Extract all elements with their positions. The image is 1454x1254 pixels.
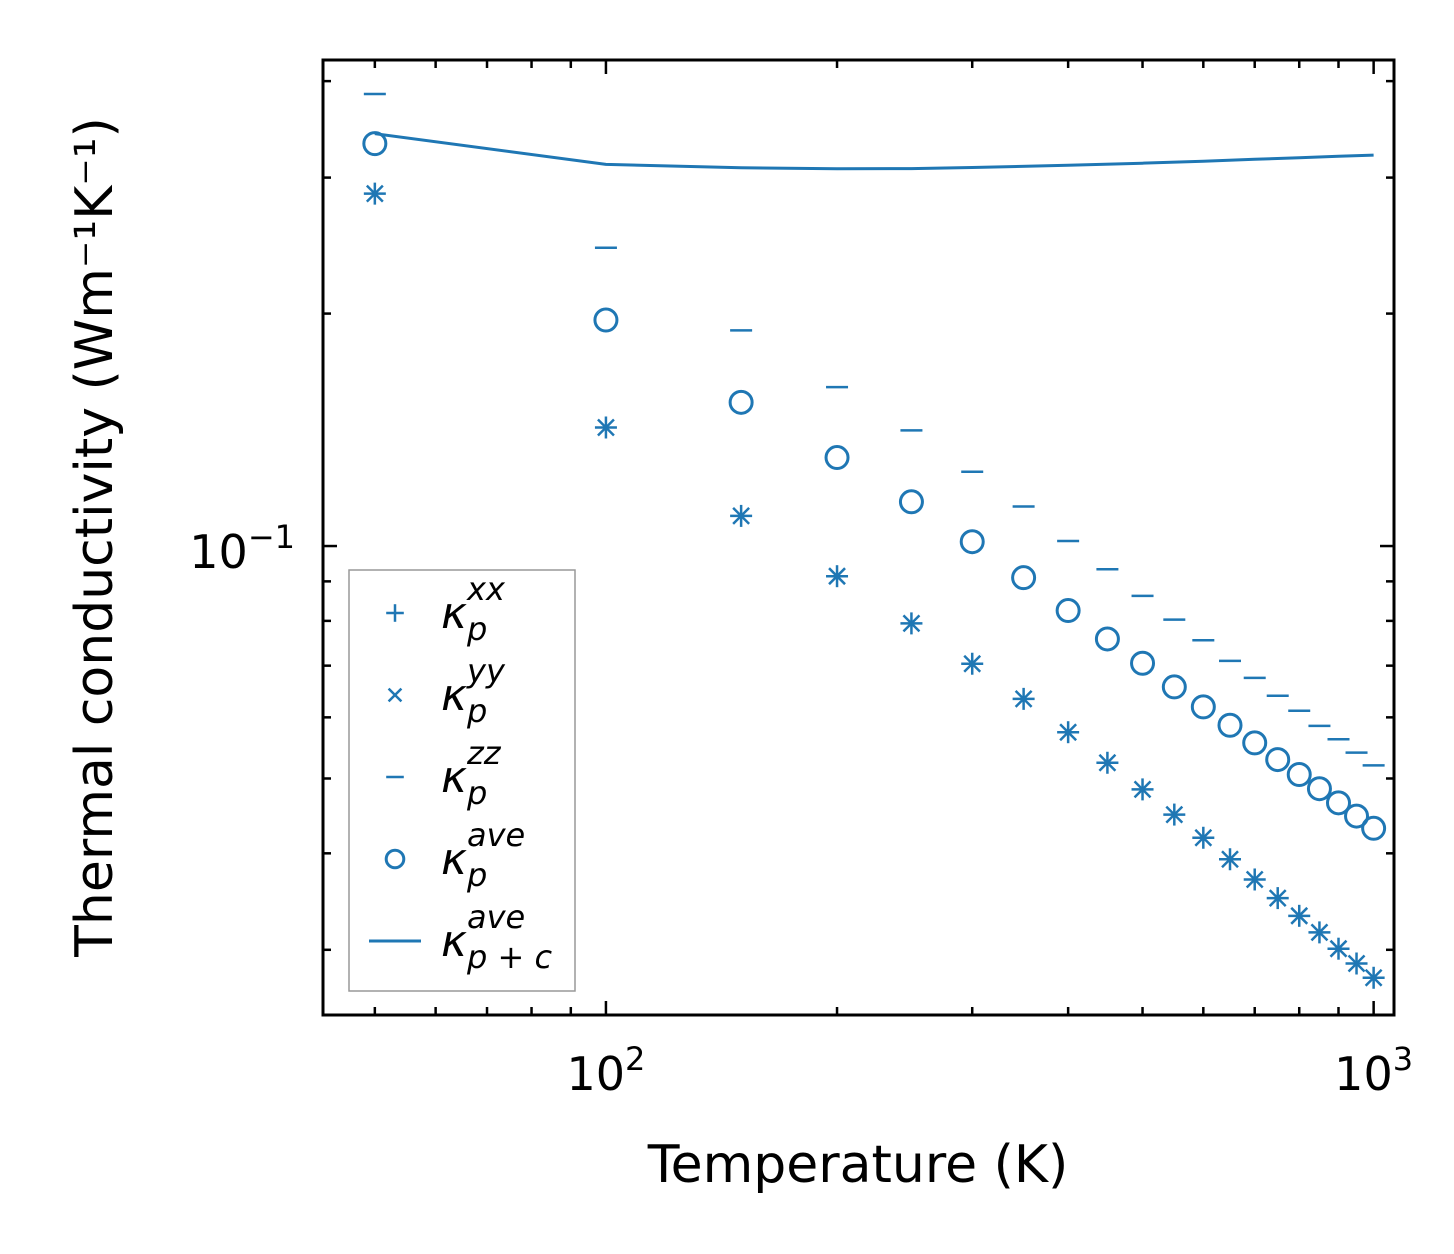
legend-label: κpzz [441,734,502,812]
data-point-kyy [1245,870,1264,889]
data-point-kave [593,307,619,333]
data-point-kyy [828,567,846,586]
data-point-kave [1344,803,1370,829]
plot-area [362,92,1387,989]
x-axis-label: Temperature (K) [647,1135,1069,1195]
data-point-kave [1286,761,1312,787]
legend-box [348,569,576,992]
axes-frame [321,58,1396,1017]
data-point-kave [959,529,985,555]
data-point-kave [1361,815,1387,841]
data-point-kyy [1329,939,1348,958]
data-point-kyy [1165,805,1184,824]
x-tick-label: 102 [566,1040,645,1101]
series-kave [362,131,1387,841]
series-kzz [363,92,1385,767]
data-point-kave [1190,694,1216,720]
data-point-kave [1242,730,1268,756]
legend-label: κp + cave [441,898,552,976]
data-point-kave [1326,790,1352,816]
y-axis-label: Thermal conductivity (Wm⁻¹K⁻¹) [65,117,125,958]
data-point-kyy [1133,780,1152,799]
data-point-kave [1306,776,1332,802]
data-point-kave [1130,650,1156,676]
data-point-kyy [597,418,615,437]
data-point-kave [1011,565,1037,591]
data-point-kyy [1310,923,1329,942]
data-point-kave [824,445,850,471]
data-point-kyy [1347,954,1366,973]
data-point-kyy [1194,828,1213,847]
y-tick-label: 10−1 [189,518,295,579]
data-point-kave [1217,712,1243,738]
data-point-kyy [1290,906,1309,925]
data-point-kave [898,489,924,515]
data-point-kyy [902,614,921,633]
data-point-kave [1094,626,1120,652]
series-line-kave_pc [374,132,1374,171]
legend-marker [387,687,403,703]
data-point-kyy [732,507,751,525]
legend-label: κpxx [441,570,506,648]
legend-marker [384,848,406,870]
x-tick-label: 103 [1334,1040,1413,1101]
tick-labels: 102 103 10−1 [189,518,1413,1101]
data-point-kyy [1221,850,1239,869]
data-point-kyy [1098,753,1117,772]
data-point-kyy [365,184,384,203]
data-point-kave [1055,598,1081,624]
data-point-kyy [1364,968,1383,987]
data-point-kyy [1014,689,1033,708]
data-point-kyy [1268,889,1287,907]
data-point-kave [728,389,754,415]
series-kyy [365,184,1383,987]
data-point-kave [362,131,388,157]
legend-marker [386,604,404,622]
data-point-kyy [1059,723,1078,742]
data-point-kave [1161,674,1187,700]
data-point-kyy [963,654,982,673]
legend-label: κpyy [441,652,506,730]
legend-label: κpave [441,816,525,894]
data-point-kave [1265,747,1291,773]
